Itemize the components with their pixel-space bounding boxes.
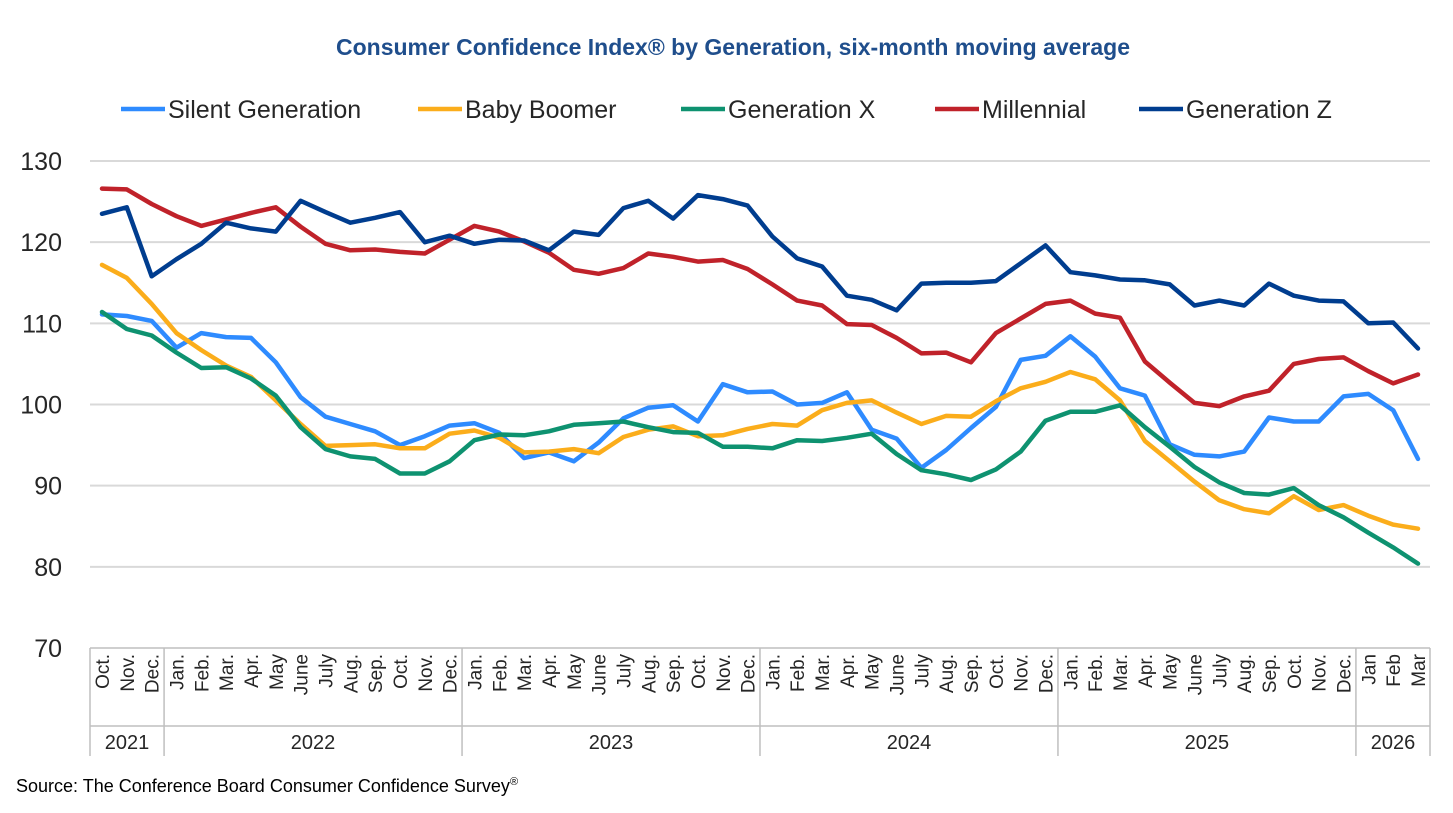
x-tick-label: Oct. [987, 654, 1008, 689]
series-line-generation-x [99, 309, 1421, 566]
x-tick-label: Nov. [1310, 654, 1331, 692]
series-lines [99, 186, 1421, 566]
x-tick-label: Dec. [441, 654, 462, 693]
legend-item: Millennial [935, 96, 1086, 124]
x-tick-label: Nov. [714, 654, 735, 692]
x-tick-label: May [565, 654, 586, 690]
x-tick-label: Mar. [515, 654, 536, 691]
x-tick-label: July [614, 654, 635, 688]
chart-title: Consumer Confidence Index® by Generation… [336, 34, 1130, 60]
x-tick-label: July [912, 654, 933, 688]
y-tick-label: 110 [22, 310, 62, 338]
x-tick-label: Dec. [1335, 654, 1356, 693]
x-tick-label: Aug. [1235, 654, 1256, 693]
legend-label: Generation Z [1186, 96, 1332, 124]
legend-label: Silent Generation [168, 96, 361, 124]
x-tick-label: Jan. [465, 654, 486, 690]
x-tick-label: June [1186, 654, 1207, 695]
x-tick-label: Feb. [788, 654, 809, 692]
x-tick-label: Jan. [763, 654, 784, 690]
y-tick-label: 120 [20, 229, 62, 257]
year-label: 2023 [589, 732, 634, 754]
series-line-generation-z [99, 192, 1421, 351]
x-tick-label: July [316, 654, 337, 688]
x-tick-label: Mar. [217, 654, 238, 691]
x-tick-label: Mar [1409, 653, 1430, 686]
x-tick-label: Aug. [341, 654, 362, 693]
year-label: 2021 [105, 732, 150, 754]
y-tick-label: 130 [20, 148, 62, 176]
x-tick-label: Aug. [937, 654, 958, 693]
x-tick-label: Oct. [391, 654, 412, 689]
x-tick-label: Sep. [664, 654, 685, 693]
y-tick-label: 80 [34, 554, 62, 582]
x-tick-label: Nov. [118, 654, 139, 692]
x-tick-label: May [267, 654, 288, 690]
x-tick-label: Mar. [1111, 654, 1132, 691]
y-axis: 70 80 90 100 110 120 130 [20, 148, 62, 663]
x-tick-label: Dec. [739, 654, 760, 693]
x-tick-label: May [863, 654, 884, 690]
x-tick-label: Feb. [192, 654, 213, 692]
legend-item: Baby Boomer [418, 96, 616, 124]
x-tick-label: Oct. [93, 654, 114, 689]
x-tick-label: Jan. [1061, 654, 1082, 690]
legend-item: Generation X [681, 96, 876, 124]
legend-item: Generation Z [1139, 96, 1332, 124]
series-line-silent-generation [99, 312, 1421, 471]
series-line-baby-boomer [99, 262, 1421, 531]
source-note: Source: The Conference Board Consumer Co… [16, 776, 518, 796]
legend-item: Silent Generation [121, 96, 361, 124]
legend-label: Millennial [982, 96, 1086, 124]
x-tick-label: Jan [1359, 654, 1380, 685]
x-tick-label: Apr. [1136, 654, 1157, 688]
x-tick-label: Feb. [490, 654, 511, 692]
x-tick-label: Dec. [143, 654, 164, 693]
legend: Silent Generation Baby Boomer Generation X… [121, 96, 1332, 124]
x-tick-label: Mar. [813, 654, 834, 691]
x-tick-label: Jan. [167, 654, 188, 690]
x-tick-label: Oct. [689, 654, 710, 689]
x-tick-label: July [1210, 654, 1231, 688]
year-label: 2026 [1371, 732, 1416, 754]
x-axis: Oct. Nov. Dec. Jan. Feb. Mar. Apr. May June July A… [89, 647, 1431, 756]
x-tick-label: Oct. [1285, 654, 1306, 689]
x-tick-label: Apr. [838, 654, 859, 688]
x-tick-label: Sep. [962, 654, 983, 693]
y-tick-label: 100 [20, 392, 62, 420]
year-label: 2022 [291, 732, 336, 754]
x-tick-label: Dec. [1037, 654, 1058, 693]
x-tick-label: May [1161, 654, 1182, 690]
x-tick-label: Apr. [540, 654, 561, 688]
legend-label: Generation X [728, 96, 876, 124]
gridlines [90, 160, 1430, 568]
y-tick-label: 70 [34, 635, 62, 663]
x-tick-label: Nov. [1012, 654, 1033, 692]
x-tick-label: June [590, 654, 611, 695]
x-tick-label: June [888, 654, 909, 695]
x-tick-label: Sep. [1260, 654, 1281, 693]
x-tick-label: Aug. [639, 654, 660, 693]
x-tick-label: June [292, 654, 313, 695]
x-tick-label: Sep. [366, 654, 387, 693]
x-tick-label: Nov. [416, 654, 437, 692]
year-label: 2024 [887, 732, 932, 754]
series-line-millennial [99, 186, 1421, 409]
legend-label: Baby Boomer [465, 96, 616, 124]
x-tick-label: Apr. [242, 654, 263, 688]
source-text: Source: The Conference Board Consumer Co… [16, 776, 510, 796]
year-label: 2025 [1185, 732, 1230, 754]
y-tick-label: 90 [34, 473, 62, 501]
registered-mark: ® [510, 776, 518, 788]
x-tick-label: Feb [1384, 654, 1405, 687]
x-tick-label: Feb. [1086, 654, 1107, 692]
